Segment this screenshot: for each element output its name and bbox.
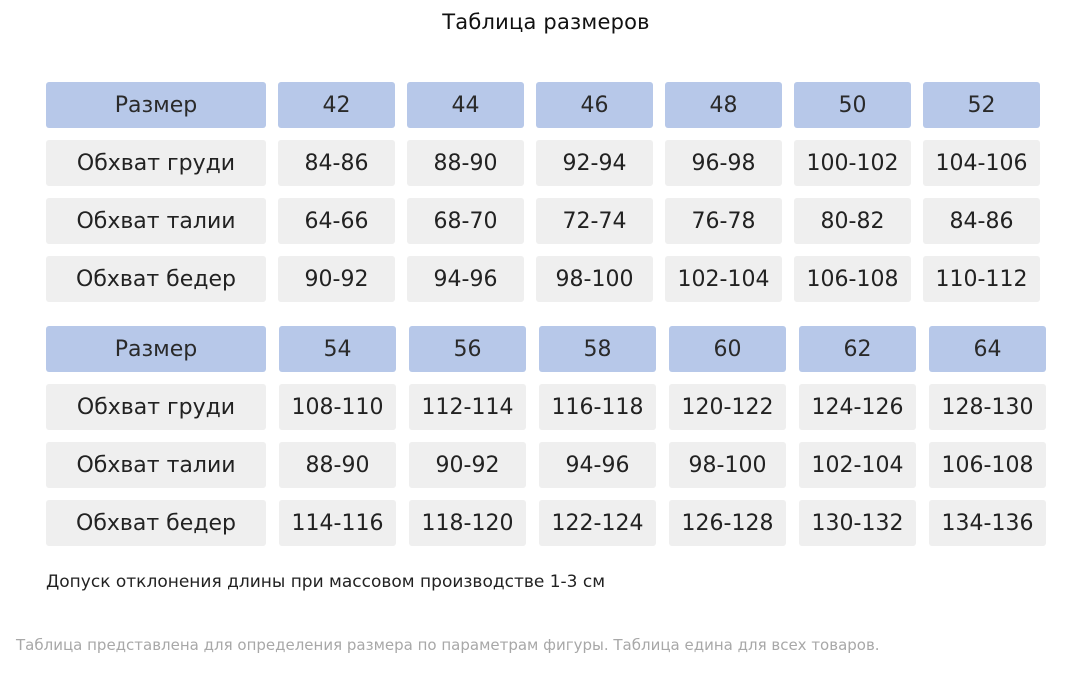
row-label-waist: Обхват талии [46,198,266,244]
value-cell: 94-96 [539,442,656,488]
value-cell: 84-86 [923,198,1040,244]
size-cell: 64 [929,326,1046,372]
size-table-1: Размер 42 44 46 48 50 52 Обхват груди 84… [46,82,1042,302]
value-cell: 98-100 [536,256,653,302]
header-label-cell: Размер [46,326,266,372]
size-table-2: Размер 54 56 58 60 62 64 Обхват груди 10… [46,326,1046,546]
value-cell: 72-74 [536,198,653,244]
footer-note: Таблица представлена для определения раз… [16,636,880,654]
value-cell: 88-90 [407,140,524,186]
row-label-chest: Обхват груди [46,140,266,186]
value-cell: 76-78 [665,198,782,244]
value-cell: 120-122 [669,384,786,430]
value-cell: 90-92 [278,256,395,302]
value-cell: 130-132 [799,500,916,546]
size-cell: 48 [665,82,782,128]
value-cell: 94-96 [407,256,524,302]
size-cell: 46 [536,82,653,128]
size-cell: 56 [409,326,526,372]
value-cell: 134-136 [929,500,1046,546]
value-cell: 102-104 [665,256,782,302]
value-cell: 88-90 [279,442,396,488]
value-cell: 96-98 [665,140,782,186]
value-cell: 122-124 [539,500,656,546]
value-cell: 102-104 [799,442,916,488]
size-cell: 62 [799,326,916,372]
size-cell: 44 [407,82,524,128]
value-cell: 124-126 [799,384,916,430]
value-cell: 114-116 [279,500,396,546]
size-cell: 50 [794,82,911,128]
value-cell: 80-82 [794,198,911,244]
page-title: Таблица размеров [442,10,650,34]
value-cell: 108-110 [279,384,396,430]
value-cell: 92-94 [536,140,653,186]
value-cell: 84-86 [278,140,395,186]
size-cell: 42 [278,82,395,128]
row-label-chest: Обхват груди [46,384,266,430]
size-cell: 58 [539,326,656,372]
value-cell: 118-120 [409,500,526,546]
value-cell: 116-118 [539,384,656,430]
value-cell: 98-100 [669,442,786,488]
value-cell: 106-108 [929,442,1046,488]
value-cell: 112-114 [409,384,526,430]
row-label-waist: Обхват талии [46,442,266,488]
value-cell: 106-108 [794,256,911,302]
row-label-hips: Обхват бедер [46,500,266,546]
value-cell: 68-70 [407,198,524,244]
size-cell: 52 [923,82,1040,128]
size-cell: 60 [669,326,786,372]
value-cell: 126-128 [669,500,786,546]
value-cell: 100-102 [794,140,911,186]
size-cell: 54 [279,326,396,372]
value-cell: 128-130 [929,384,1046,430]
value-cell: 90-92 [409,442,526,488]
value-cell: 64-66 [278,198,395,244]
value-cell: 110-112 [923,256,1040,302]
row-label-hips: Обхват бедер [46,256,266,302]
tolerance-note: Допуск отклонения длины при массовом про… [46,572,606,592]
header-label-cell: Размер [46,82,266,128]
value-cell: 104-106 [923,140,1040,186]
